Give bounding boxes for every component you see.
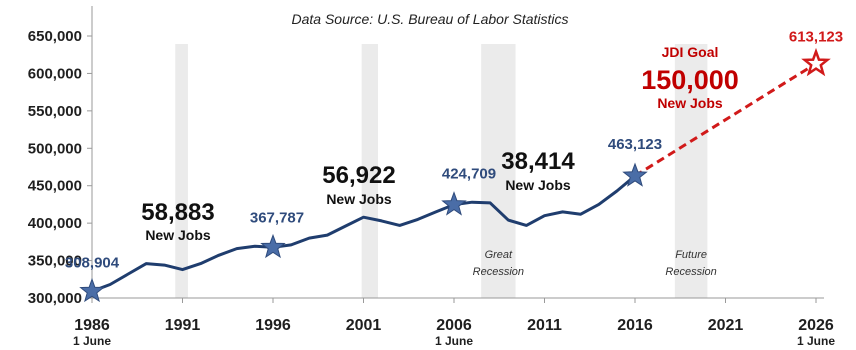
goal-number: 150,000 xyxy=(641,65,739,95)
point-markers: 308,904 367,787 424,709 463,123 613,123 xyxy=(65,29,843,303)
x-tick-sublabel: 1 June xyxy=(435,334,473,348)
point-value-label: 463,123 xyxy=(608,136,662,153)
x-tick-label: 1986 xyxy=(74,317,110,334)
goal-text: New Jobs xyxy=(657,95,723,111)
annotation-2006-2016: 38,414 New Jobs xyxy=(501,148,575,193)
point-value-label: 367,787 xyxy=(250,209,304,226)
annotation-number: 58,883 xyxy=(141,199,214,226)
x-tick-label: 2001 xyxy=(346,317,382,334)
point-value-label: 308,904 xyxy=(65,254,120,271)
goal-title: JDI Goal xyxy=(662,44,719,60)
recession-label: Recession xyxy=(473,266,524,278)
recession-label: Great xyxy=(485,249,513,261)
annotation-text: New Jobs xyxy=(326,191,392,207)
y-tick-label: 550,000 xyxy=(28,103,82,120)
recession-label: Future xyxy=(675,249,707,261)
axes: 300,000 350,000 400,000 450,000 500,000 550,0… xyxy=(28,6,835,348)
star-marker xyxy=(79,277,105,303)
annotation-1986-1996: 58,883 New Jobs xyxy=(141,199,214,243)
goal-annotation: JDI Goal 150,000 New Jobs xyxy=(641,44,739,111)
y-tick-label: 300,000 xyxy=(28,290,82,307)
data-source-caption: Data Source: U.S. Bureau of Labor Statis… xyxy=(291,11,568,27)
y-tick-label: 600,000 xyxy=(28,65,82,82)
annotation-number: 38,414 xyxy=(501,148,575,175)
star-marker xyxy=(622,162,648,187)
x-tick-label: 1996 xyxy=(255,317,291,334)
point-value-label: 424,709 xyxy=(442,166,496,183)
star-marker xyxy=(441,191,467,216)
recession-band xyxy=(481,44,516,298)
y-tick-label: 500,000 xyxy=(28,140,82,157)
recession-band xyxy=(674,44,708,298)
x-tick-label: 2011 xyxy=(527,317,562,334)
goal-projection-line xyxy=(634,62,817,178)
x-tick-sublabel: 1 June xyxy=(73,334,111,348)
recession-bands: Great Recession Future Recession xyxy=(175,44,717,298)
x-tick-label: 2026 xyxy=(798,317,834,334)
star-marker xyxy=(260,233,286,259)
series-lines xyxy=(91,62,817,293)
recession-band xyxy=(175,44,188,298)
goal-star-marker xyxy=(801,47,831,77)
recession-label: Recession xyxy=(665,266,716,278)
y-tick-label: 400,000 xyxy=(28,215,82,232)
x-tick-label: 2021 xyxy=(708,317,744,334)
recession-band xyxy=(361,44,378,298)
x-tick-sublabel: 1 June xyxy=(797,334,835,348)
y-tick-label: 650,000 xyxy=(28,28,82,45)
x-tick-label: 2016 xyxy=(617,317,653,334)
x-tick-label: 2006 xyxy=(436,317,472,334)
annotation-text: New Jobs xyxy=(505,177,571,193)
x-tick-label: 1991 xyxy=(165,317,201,334)
annotation-1996-2006: 56,922 New Jobs xyxy=(322,162,395,207)
point-value-label: 613,123 xyxy=(789,29,843,46)
employment-line xyxy=(91,174,636,293)
annotation-number: 56,922 xyxy=(322,162,395,189)
y-tick-label: 350,000 xyxy=(28,253,82,270)
annotation-text: New Jobs xyxy=(145,227,211,243)
y-tick-label: 450,000 xyxy=(28,178,82,195)
